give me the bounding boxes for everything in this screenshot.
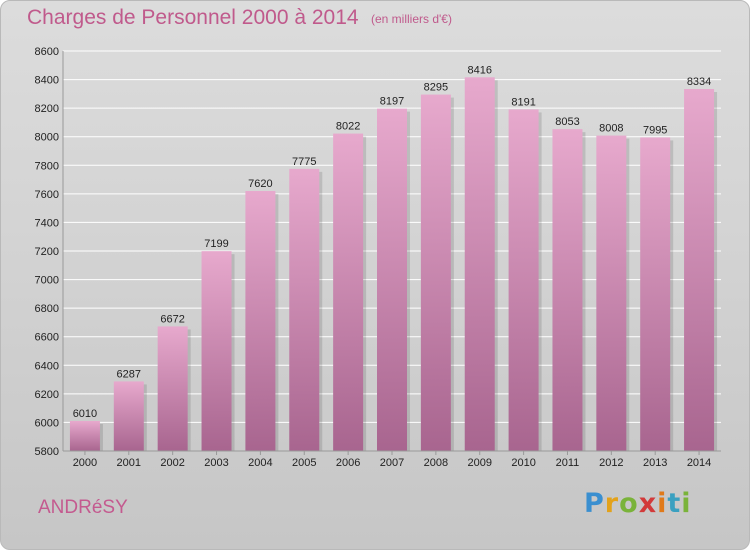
y-tick-label: 6200 xyxy=(35,389,59,401)
bar-2002 xyxy=(157,326,188,451)
data-label: 8053 xyxy=(555,116,579,128)
bar-2013 xyxy=(640,137,671,451)
logo-letter: P xyxy=(584,488,605,519)
x-tick-label: 2008 xyxy=(424,457,448,469)
x-tick-label: 2006 xyxy=(336,457,360,469)
bar-2010 xyxy=(508,109,539,451)
x-tick-label: 2013 xyxy=(643,457,667,469)
logo-letter: t xyxy=(667,488,682,519)
x-tick-label: 2000 xyxy=(73,457,97,469)
bar-2006 xyxy=(333,133,364,452)
logo-letter: r xyxy=(604,488,620,519)
data-label: 8334 xyxy=(687,76,711,88)
y-tick-label: 7600 xyxy=(35,189,59,201)
y-tick-label: 6600 xyxy=(35,332,59,344)
x-tick-label: 2004 xyxy=(248,457,272,469)
bars xyxy=(69,77,718,452)
bar-2003 xyxy=(201,251,232,451)
y-tick-label: 7000 xyxy=(35,275,59,287)
y-tick-label: 8400 xyxy=(35,75,59,87)
chart-title: Charges de Personnel 2000 à 2014 xyxy=(27,6,359,29)
logo-letter: o xyxy=(619,488,639,519)
data-label: 6672 xyxy=(160,313,184,325)
x-tick-label: 2011 xyxy=(556,457,580,469)
bar-2011 xyxy=(552,129,583,451)
x-tick-label: 2001 xyxy=(117,457,141,469)
data-label: 8197 xyxy=(380,96,404,108)
bar-2004 xyxy=(245,191,276,451)
bar-2009 xyxy=(464,77,495,452)
x-tick-label: 2005 xyxy=(292,457,316,469)
data-label: 8295 xyxy=(424,82,448,94)
axes: 5800 6000 6200 6400 6600 6800 7000 7200 7400 7600… xyxy=(35,46,721,469)
data-label: 7620 xyxy=(248,178,272,190)
bar-2014 xyxy=(684,89,715,451)
data-label: 7775 xyxy=(292,156,316,168)
commune-name: ANDRéSY xyxy=(38,497,128,518)
bar-2001 xyxy=(113,381,144,451)
y-tick-label: 8200 xyxy=(35,103,59,115)
x-tick-label: 2012 xyxy=(599,457,623,469)
logo-letter: x xyxy=(638,488,658,519)
proxiti-logo[interactable]: Proxiti xyxy=(584,488,692,519)
y-tick-label: 8000 xyxy=(35,132,59,144)
y-tick-label: 7800 xyxy=(35,160,59,172)
y-tick-label: 6400 xyxy=(35,360,59,372)
bar-2000 xyxy=(69,421,100,451)
bar-2012 xyxy=(596,135,627,452)
x-tick-label: 2003 xyxy=(204,457,228,469)
y-tick-label: 7200 xyxy=(35,246,59,258)
x-tick-label: 2014 xyxy=(687,457,711,469)
data-label: 8191 xyxy=(511,96,535,108)
data-label: 8008 xyxy=(599,123,623,135)
y-tick-label: 6800 xyxy=(35,303,59,315)
x-tick-label: 2010 xyxy=(511,457,535,469)
y-tick-label: 5800 xyxy=(35,446,59,458)
y-tick-label: 8600 xyxy=(35,46,59,58)
bar-2008 xyxy=(420,94,451,452)
bar-2005 xyxy=(289,168,320,451)
chart-unit-note: (en milliers d'€) xyxy=(371,12,452,26)
data-labels: 6010 6287 6672 7199 7620 7775 8022 8197 8295 8416… xyxy=(73,64,712,420)
bar-2007 xyxy=(377,108,407,452)
x-tick-label: 2007 xyxy=(380,457,404,469)
y-tick-label: 7400 xyxy=(35,217,59,229)
data-label: 7995 xyxy=(643,124,667,136)
data-label: 8022 xyxy=(336,121,360,133)
logo-letter: i xyxy=(681,488,692,519)
logo-letter: i xyxy=(657,488,668,519)
data-label: 6010 xyxy=(73,408,97,420)
x-tick-label: 2009 xyxy=(467,457,491,469)
data-label: 7199 xyxy=(204,238,228,250)
y-tick-label: 6000 xyxy=(35,417,59,429)
data-label: 8416 xyxy=(467,64,491,76)
x-tick-label: 2002 xyxy=(160,457,184,469)
data-label: 6287 xyxy=(117,368,141,380)
